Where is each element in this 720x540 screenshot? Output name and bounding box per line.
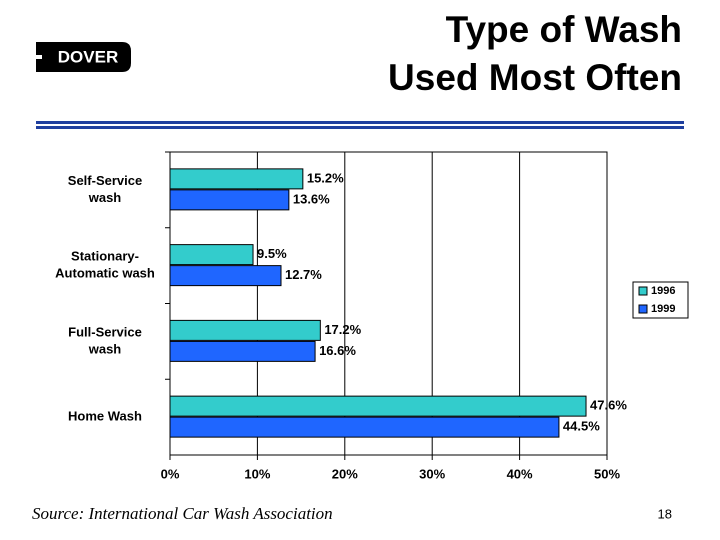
x-tick-label: 40%: [507, 466, 533, 481]
y-tick-label: Automatic wash: [55, 266, 155, 281]
logo-text: DOVER: [58, 47, 118, 66]
bar: [169, 244, 254, 266]
bar: [169, 265, 282, 287]
bar: [169, 319, 321, 341]
x-tick-label: 30%: [419, 466, 445, 481]
legend-swatch: [638, 286, 648, 296]
page-number: 18: [658, 506, 672, 521]
y-tick-label: Stationary-: [71, 249, 139, 264]
y-tick-label: Home Wash: [68, 409, 142, 424]
x-tick-label: 50%: [594, 466, 620, 481]
chart-title: Type of Wash: [446, 9, 682, 50]
y-tick-label: Full-Service: [68, 324, 142, 339]
rule: [36, 126, 684, 129]
bar: [169, 168, 304, 190]
value-label: 17.2%: [324, 322, 361, 337]
rule: [36, 121, 684, 124]
value-label: 16.6%: [319, 343, 356, 358]
bar: [169, 340, 316, 362]
logo-shape: [36, 42, 131, 72]
value-label: 12.7%: [285, 267, 322, 282]
value-label: 9.5%: [257, 246, 287, 261]
value-label: 15.2%: [307, 170, 344, 185]
y-tick-label: wash: [88, 341, 122, 356]
legend-label: 1996: [651, 285, 675, 297]
bar: [169, 189, 290, 211]
y-tick-label: wash: [88, 190, 122, 205]
y-tick-label: Self-Service: [68, 173, 142, 188]
legend-swatch: [638, 304, 648, 314]
bar: [169, 416, 560, 438]
value-label: 47.6%: [590, 398, 627, 413]
x-tick-label: 20%: [332, 466, 358, 481]
x-tick-label: 10%: [244, 466, 270, 481]
value-label: 13.6%: [293, 191, 330, 206]
value-label: 44.5%: [563, 419, 600, 434]
legend-label: 1999: [651, 303, 675, 315]
source: Source: International Car Wash Associati…: [32, 504, 333, 523]
x-tick-label: 0%: [161, 466, 180, 481]
chart-title: Used Most Often: [388, 57, 682, 98]
bar: [169, 395, 587, 417]
